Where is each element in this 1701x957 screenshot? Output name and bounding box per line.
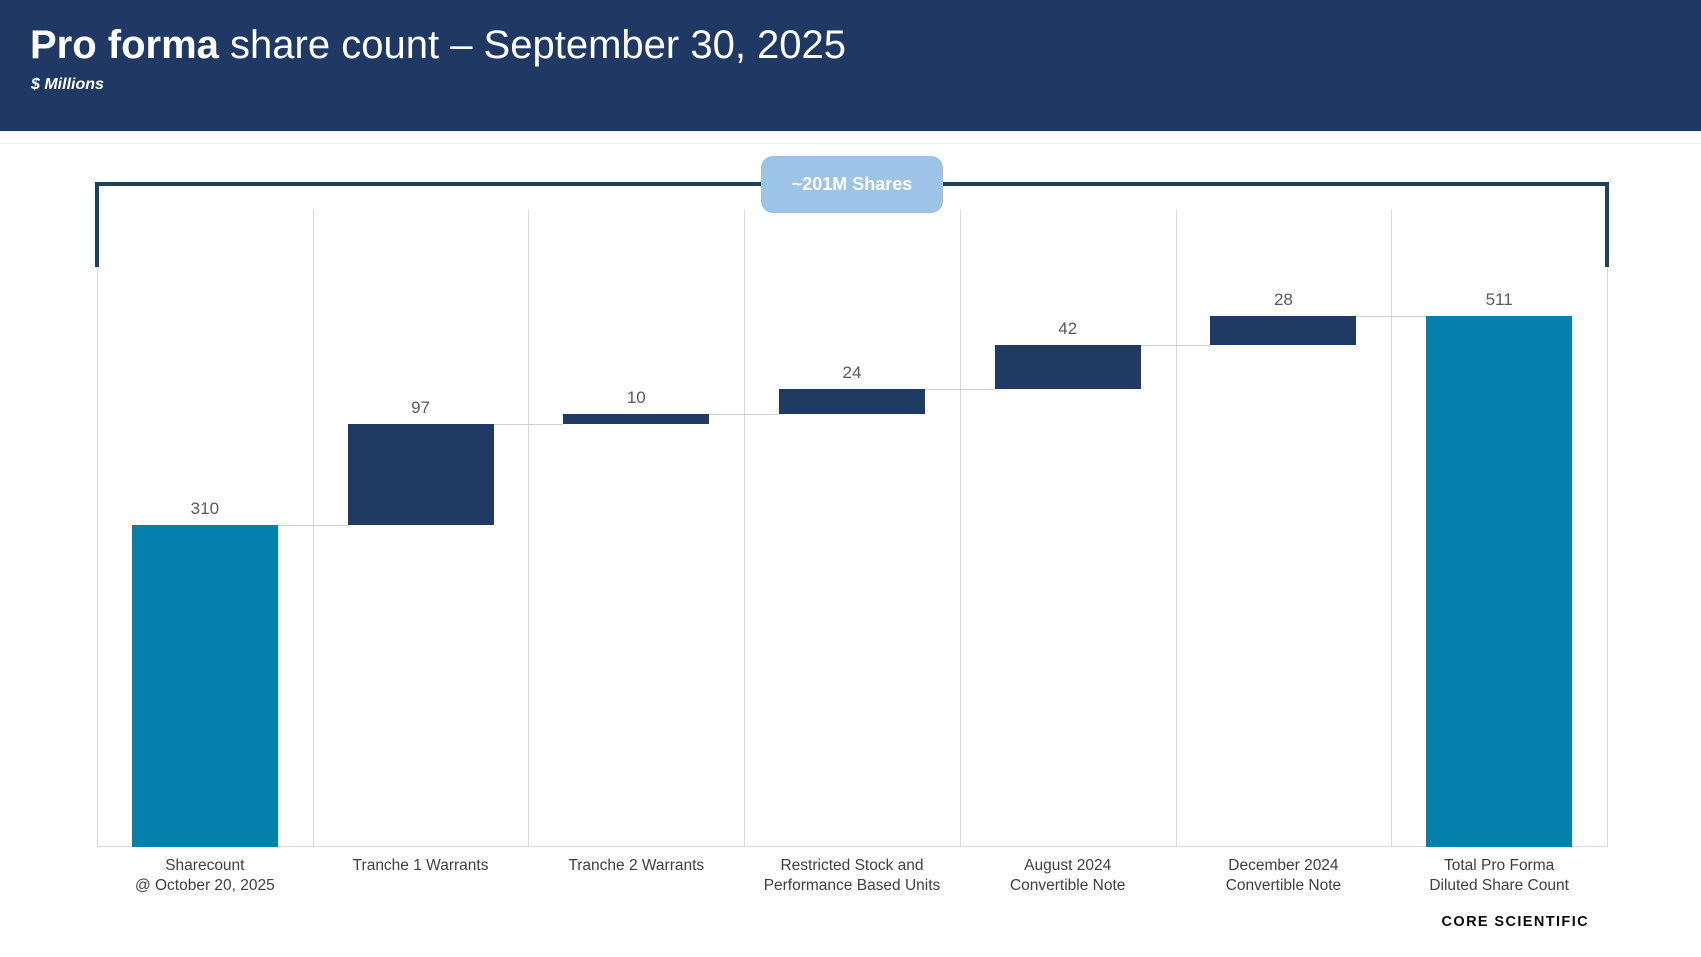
connector-line — [925, 389, 995, 390]
category-label-line: December 2024 — [1228, 857, 1339, 874]
category-label-line: Restricted Stock and — [780, 857, 924, 874]
bar-value-label: 28 — [1273, 290, 1293, 310]
waterfall-bar — [779, 388, 925, 414]
header-divider-line — [0, 143, 1701, 144]
category-label-line: Total Pro Forma — [1444, 857, 1555, 874]
bar-value-label: 310 — [190, 499, 220, 518]
connector-line — [277, 525, 348, 526]
category-label-line: Tranche 2 Warrants — [568, 857, 705, 874]
plot-left-border — [97, 210, 98, 847]
dilution-bracket-left-end — [95, 182, 99, 267]
x-axis-line — [97, 846, 1607, 847]
page-title: Pro forma share count – September 30, 20… — [30, 22, 846, 68]
category-gridline — [959, 210, 961, 847]
units-subtitle: $ Millions — [31, 76, 104, 93]
bar-value-label: 97 — [411, 398, 431, 418]
category-label-line: Convertible Note — [1225, 877, 1342, 894]
category-label-line: Performance Based Units — [763, 877, 941, 894]
bar-value-label: 42 — [1058, 319, 1078, 339]
bar-value-label: 511 — [1485, 290, 1513, 310]
category-label-line: Convertible Note — [1009, 877, 1126, 894]
category-gridline — [744, 210, 746, 847]
category-label: Tranche 1 Warrants — [313, 856, 529, 876]
core-scientific-logo: CORE SCIENTIFIC — [1441, 914, 1589, 930]
category-label: August 2024 Convertible Note — [960, 856, 1176, 896]
category-label-line: Sharecount — [165, 857, 245, 874]
page-title-emphasis: Pro forma — [30, 23, 219, 67]
waterfall-bar — [131, 525, 278, 847]
connector-line — [1356, 316, 1427, 317]
category-label: Restricted Stock and Performance Based Un… — [744, 856, 960, 896]
page-title-rest: share count – September 30, 2025 — [218, 23, 847, 67]
category-label: Total Pro Forma Diluted Share Count — [1391, 856, 1607, 896]
category-gridline — [1175, 210, 1177, 847]
connector-line — [1140, 345, 1211, 346]
category-label-line: Diluted Share Count — [1429, 877, 1569, 894]
category-gridline — [1391, 210, 1393, 847]
slide-header: Pro forma share count – September 30, 20… — [0, 0, 1701, 131]
waterfall-bar — [347, 424, 494, 525]
category-label-line: @ October 20, 2025 — [134, 877, 275, 894]
waterfall-bar — [1426, 316, 1573, 847]
waterfall-bar — [563, 413, 710, 425]
connector-line — [493, 424, 564, 425]
category-label-line: Tranche 1 Warrants — [352, 857, 489, 874]
category-label: December 2024 Convertible Note — [1176, 856, 1392, 896]
category-label: Tranche 2 Warrants — [528, 856, 744, 876]
bar-value-label: 10 — [626, 387, 646, 407]
waterfall-bar — [1210, 316, 1357, 346]
plot-right-border — [1607, 210, 1608, 847]
dilution-bracket-right-end — [1605, 182, 1609, 267]
category-label-line: August 2024 — [1024, 857, 1112, 874]
waterfall-bar — [994, 345, 1141, 389]
dilution-badge: ~201M Shares — [761, 156, 943, 213]
category-gridline — [312, 210, 314, 847]
connector-line — [709, 414, 779, 415]
category-gridline — [528, 210, 530, 847]
category-label: Sharecount @ October 20, 2025 — [97, 856, 313, 896]
bar-value-label: 24 — [842, 362, 862, 382]
